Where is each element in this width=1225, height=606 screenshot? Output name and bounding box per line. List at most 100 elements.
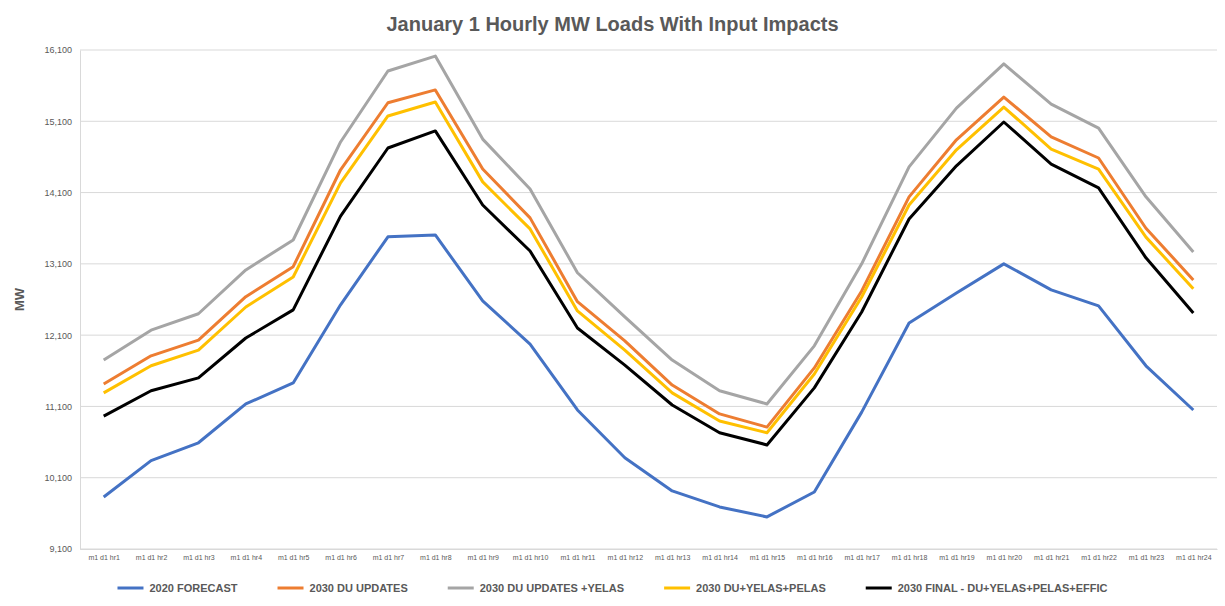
legend-label: 2030 DU UPDATES <box>310 582 408 594</box>
legend-swatch <box>278 587 304 590</box>
x-tick-label: m1 d1 hr5 <box>278 554 310 561</box>
x-tick: m1 d1 hr18 <box>892 554 928 561</box>
y-tick-label: 12,100 <box>44 331 72 341</box>
x-tick-label: m1 d1 hr23 <box>1129 554 1165 561</box>
y-axis-title: MW <box>12 287 27 311</box>
y-tick: 9,100 <box>49 544 80 554</box>
y-tick: 10,100 <box>44 473 80 483</box>
x-tick: m1 d1 hr4 <box>231 554 263 561</box>
grid-line <box>80 549 1217 550</box>
y-axis-line <box>80 51 81 550</box>
x-tick-label: m1 d1 hr9 <box>467 554 499 561</box>
chart: January 1 Hourly MW Loads With Input Imp… <box>0 0 1225 606</box>
x-tick-label: m1 d1 hr8 <box>420 554 452 561</box>
legend-item: 2030 DU UPDATES +YELAS <box>448 582 624 594</box>
x-tick: m1 d1 hr16 <box>797 554 833 561</box>
x-tick-label: m1 d1 hr12 <box>608 554 644 561</box>
x-tick-label: m1 d1 hr16 <box>797 554 833 561</box>
y-tick-label: 14,100 <box>44 188 72 198</box>
y-tick: 13,100 <box>44 259 80 269</box>
x-tick: m1 d1 hr12 <box>608 554 644 561</box>
grid <box>80 50 1217 549</box>
x-tick-label: m1 d1 hr17 <box>844 554 880 561</box>
series-line <box>104 90 1194 427</box>
legend-item: 2030 DU+YELAS+PELAS <box>664 582 826 594</box>
y-tick-label: 11,100 <box>45 402 72 412</box>
x-tick: m1 d1 hr14 <box>702 554 738 561</box>
x-tick-label: m1 d1 hr15 <box>750 554 786 561</box>
x-tick-label: m1 d1 hr11 <box>560 554 595 561</box>
x-tick-label: m1 d1 hr1 <box>88 554 120 561</box>
y-tick-label: 16,100 <box>44 45 72 55</box>
legend-label: 2020 FORECAST <box>149 582 237 594</box>
x-tick: m1 d1 hr11 <box>560 554 595 561</box>
grid-line <box>80 477 1217 478</box>
grid-line <box>80 263 1217 264</box>
y-tick: 11,100 <box>45 402 80 412</box>
x-tick-label: m1 d1 hr24 <box>1176 554 1212 561</box>
x-axis-line <box>81 549 1218 550</box>
x-tick: m1 d1 hr20 <box>987 554 1023 561</box>
x-tick-label: m1 d1 hr3 <box>183 554 215 561</box>
x-tick: m1 d1 hr19 <box>939 554 975 561</box>
legend-swatch <box>448 587 474 590</box>
x-tick: m1 d1 hr3 <box>183 554 215 561</box>
grid-line <box>80 192 1217 193</box>
plot-area <box>104 56 1194 517</box>
x-tick: m1 d1 hr8 <box>420 554 452 561</box>
x-tick-label: m1 d1 hr13 <box>655 554 691 561</box>
legend: 2020 FORECAST 2030 DU UPDATES 2030 DU UPDA… <box>117 582 1107 594</box>
x-tick: m1 d1 hr2 <box>136 554 168 561</box>
x-tick-label: m1 d1 hr10 <box>513 554 549 561</box>
x-tick: m1 d1 hr6 <box>325 554 357 561</box>
x-tick-label: m1 d1 hr20 <box>987 554 1023 561</box>
legend-item: 2020 FORECAST <box>117 582 237 594</box>
x-tick-label: m1 d1 hr19 <box>939 554 975 561</box>
grid-line <box>80 406 1217 407</box>
x-tick: m1 d1 hr24 <box>1176 554 1212 561</box>
x-tick: m1 d1 hr15 <box>750 554 786 561</box>
x-tick: m1 d1 hr5 <box>278 554 310 561</box>
x-tick: m1 d1 hr1 <box>88 554 120 561</box>
x-tick-label: m1 d1 hr22 <box>1081 554 1117 561</box>
legend-swatch <box>866 587 892 590</box>
x-tick: m1 d1 hr13 <box>655 554 691 561</box>
grid-line <box>80 50 1217 51</box>
x-tick-label: m1 d1 hr6 <box>325 554 357 561</box>
x-tick: m1 d1 hr7 <box>373 554 405 561</box>
x-tick: m1 d1 hr9 <box>467 554 499 561</box>
x-tick-label: m1 d1 hr2 <box>136 554 168 561</box>
x-tick: m1 d1 hr22 <box>1081 554 1117 561</box>
series-line <box>104 56 1194 404</box>
x-axis: m1 d1 hr1 m1 d1 hr2 m1 d1 hr3 m1 d1 hr4 m1 d… <box>81 550 1218 561</box>
y-tick-label: 15,100 <box>44 117 72 127</box>
series-line <box>104 122 1194 445</box>
x-tick: m1 d1 hr21 <box>1034 554 1070 561</box>
y-tick: 12,100 <box>44 331 80 341</box>
legend-item: 2030 FINAL - DU+YELAS+PELAS+EFFIC <box>866 582 1108 594</box>
legend-label: 2030 DU UPDATES +YELAS <box>480 582 624 594</box>
legend-label: 2030 FINAL - DU+YELAS+PELAS+EFFIC <box>898 582 1108 594</box>
grid-line <box>80 121 1217 122</box>
x-tick: m1 d1 hr10 <box>513 554 549 561</box>
background <box>0 0 1225 606</box>
x-tick-label: m1 d1 hr21 <box>1034 554 1070 561</box>
legend-swatch <box>664 587 690 590</box>
y-tick-label: 13,100 <box>44 259 72 269</box>
title: January 1 Hourly MW Loads With Input Imp… <box>386 13 838 35</box>
x-tick-label: m1 d1 hr18 <box>892 554 928 561</box>
y-axis: 9,100 10,100 11,100 12,100 13,100 14,100 15,10… <box>44 45 80 554</box>
y-tick-label: 9,100 <box>49 544 72 554</box>
y-tick: 15,100 <box>44 117 80 127</box>
x-tick-label: m1 d1 hr4 <box>231 554 263 561</box>
x-tick-label: m1 d1 hr14 <box>702 554 738 561</box>
series-line <box>104 235 1194 517</box>
y-tick: 16,100 <box>44 45 80 55</box>
legend-item: 2030 DU UPDATES <box>278 582 408 594</box>
legend-swatch <box>117 587 143 590</box>
y-tick-label: 10,100 <box>44 473 72 483</box>
y-tick: 14,100 <box>44 188 80 198</box>
legend-label: 2030 DU+YELAS+PELAS <box>696 582 826 594</box>
x-tick: m1 d1 hr23 <box>1129 554 1165 561</box>
x-tick-label: m1 d1 hr7 <box>373 554 405 561</box>
